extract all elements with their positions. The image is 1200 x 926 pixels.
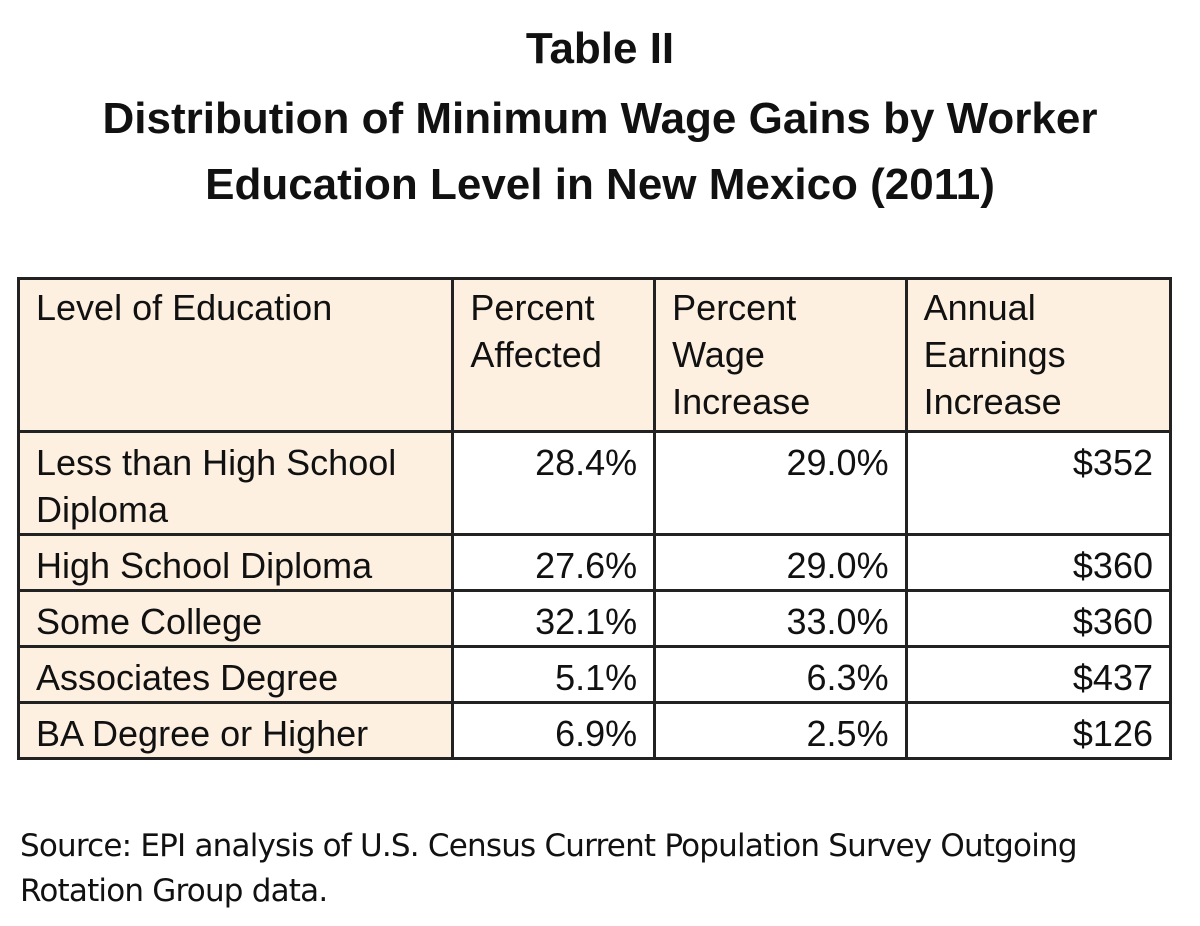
- table-cell: $360: [904, 533, 1173, 592]
- source-note: Source: EPI analysis of U.S. Census Curr…: [20, 828, 1078, 909]
- column-header: Percent Wage Increase: [653, 277, 908, 433]
- column-header: Annual Earnings Increase: [904, 277, 1173, 433]
- table-cell: $126: [904, 701, 1173, 760]
- table-cell: $360: [904, 589, 1173, 648]
- row-label: Some College: [16, 589, 455, 648]
- header-row: Level of Education Percent Affected Percen…: [16, 277, 1173, 433]
- column-header: Percent Affected: [451, 277, 657, 433]
- data-table: Level of Education Percent Affected Percen…: [16, 277, 1173, 760]
- table-row: BA Degree or Higher 6.9% 2.5% $126: [16, 701, 1173, 760]
- table-title: Distribution of Minimum Wage Gains by Wo…: [102, 94, 1098, 143]
- table-cell: 33.0%: [653, 589, 908, 648]
- row-label: Less than High School Diploma: [16, 430, 455, 536]
- table-cell: 6.3%: [653, 645, 908, 704]
- table-row: High School Diploma 27.6% 29.0% $360: [16, 533, 1173, 592]
- table-label: Table II: [525, 24, 675, 73]
- table-header: Level of Education Percent Affected Percen…: [16, 277, 1173, 433]
- table-cell: $352: [904, 430, 1173, 536]
- table-cell: 27.6%: [451, 533, 657, 592]
- table-cell: $437: [904, 645, 1173, 704]
- table-cell: 29.0%: [653, 533, 908, 592]
- table-cell: 28.4%: [451, 430, 657, 536]
- table-cell: 29.0%: [653, 430, 908, 536]
- table-cell: 2.5%: [653, 701, 908, 760]
- row-label: High School Diploma: [16, 533, 455, 592]
- table-cell: 32.1%: [451, 589, 657, 648]
- row-label: BA Degree or Higher: [16, 701, 455, 760]
- table-row: Some College 32.1% 33.0% $360: [16, 589, 1173, 648]
- table-body: Less than High School Diploma 28.4% 29.0% $…: [16, 430, 1173, 760]
- row-label: Associates Degree: [16, 645, 455, 704]
- table-row: Associates Degree 5.1% 6.3% $437: [16, 645, 1173, 704]
- table-cell: 6.9%: [451, 701, 657, 760]
- table-row: Less than High School Diploma 28.4% 29.0% $…: [16, 430, 1173, 536]
- column-header: Level of Education: [16, 277, 455, 433]
- table-title: Education Level in New Mexico (2011): [205, 160, 995, 209]
- table-cell: 5.1%: [451, 645, 657, 704]
